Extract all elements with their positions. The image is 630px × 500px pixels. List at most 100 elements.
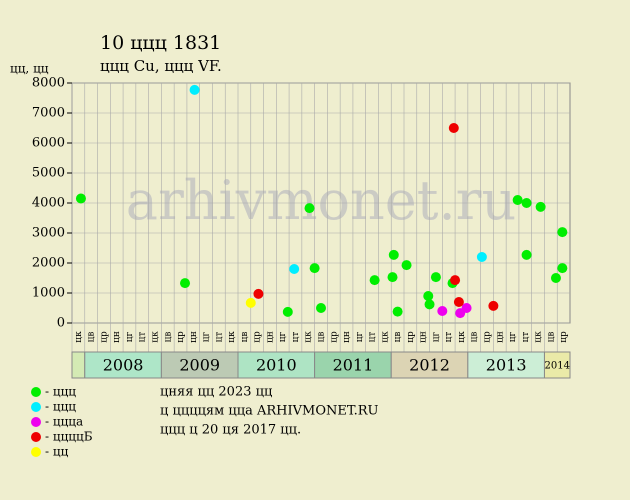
data-point — [388, 249, 399, 260]
month-label: цн — [419, 331, 429, 343]
chart-title: 10 ццц 1831 — [100, 32, 221, 54]
data-point — [557, 263, 568, 274]
legend-marker — [31, 417, 41, 427]
month-label: цн — [495, 331, 505, 343]
month-label: цк — [457, 331, 467, 343]
month-label: цв — [546, 332, 556, 343]
year-cell — [84, 351, 162, 379]
note: ц ццццям цца ARHIVMONET.RU — [160, 404, 379, 419]
month-label: цг — [202, 331, 212, 342]
y-tick-label: 1000 — [32, 286, 65, 301]
month-label: цт — [444, 332, 454, 343]
month-label: цг — [355, 331, 365, 342]
data-point — [521, 198, 532, 208]
month-label: цт — [138, 332, 148, 343]
data-point — [316, 303, 326, 313]
year-label: 2012 — [409, 356, 450, 375]
year-cell — [390, 351, 469, 379]
data-point — [424, 299, 435, 310]
data-point — [450, 275, 461, 286]
month-label: цв — [240, 332, 250, 343]
legend-marker — [31, 432, 41, 442]
data-point — [430, 272, 441, 283]
chart-subtitle: ццц Cu, ццц VF. — [100, 57, 222, 75]
legend-label: - ццц — [45, 385, 76, 399]
month-label: цт — [368, 332, 378, 343]
data-point — [535, 201, 546, 212]
month-label: цг — [508, 331, 518, 342]
data-point — [557, 227, 568, 238]
data-point — [180, 278, 191, 289]
y-tick-label: 0 — [57, 316, 65, 331]
y-axis-label: цц, цц — [10, 62, 49, 76]
data-point — [488, 300, 499, 311]
year-label: 2013 — [486, 356, 527, 375]
data-point — [476, 252, 487, 262]
month-label: цг — [278, 331, 288, 342]
data-point — [189, 84, 200, 95]
year-cell — [314, 351, 392, 379]
legend-marker — [31, 447, 41, 457]
month-label: цк — [304, 331, 314, 343]
month-label: цг — [431, 331, 441, 342]
month-label: цв — [87, 332, 97, 343]
year-label: 2010 — [256, 356, 297, 375]
data-point — [401, 260, 412, 271]
data-point — [461, 303, 472, 313]
month-label: цр — [559, 331, 569, 343]
data-point — [437, 306, 448, 316]
month-label: цк — [151, 331, 161, 343]
data-point — [453, 297, 464, 307]
y-tick-label: 7000 — [32, 106, 65, 121]
legend-marker — [31, 402, 41, 412]
month-label: цн — [112, 331, 122, 343]
y-tick-label: 2000 — [32, 256, 65, 271]
month-label: цк — [74, 331, 84, 343]
data-point — [245, 297, 256, 308]
data-point — [550, 273, 561, 283]
data-point — [392, 306, 403, 317]
y-tick-label: 5000 — [32, 166, 65, 181]
data-point — [521, 249, 532, 260]
month-label: цр — [483, 331, 493, 343]
month-label: цв — [470, 332, 480, 343]
month-label: цк — [380, 331, 390, 343]
y-tick-label: 6000 — [32, 136, 65, 151]
month-label: цк — [534, 331, 544, 343]
month-label: цр — [176, 331, 186, 343]
month-label: цр — [406, 331, 416, 343]
month-label: цр — [253, 331, 263, 343]
month-label: цр — [99, 331, 109, 343]
y-tick-label: 3000 — [32, 226, 65, 241]
data-point — [75, 193, 86, 204]
month-label: цр — [329, 331, 339, 343]
data-point — [423, 291, 434, 301]
month-label: цв — [163, 332, 173, 343]
note: ццц ц 20 ця 2017 цц. — [160, 423, 301, 438]
year-label: 2011 — [333, 356, 374, 375]
month-label: цк — [227, 331, 237, 343]
month-label: цт — [291, 332, 301, 343]
data-point — [289, 264, 300, 274]
month-label: цг — [125, 331, 135, 342]
month-label: цн — [265, 331, 275, 343]
legend-label: - цц — [45, 445, 69, 459]
month-label: цт — [521, 332, 531, 343]
data-point — [309, 263, 320, 274]
month-label: цв — [317, 332, 327, 343]
pre-year-cell — [71, 351, 86, 379]
note: цняя цц 2023 цц — [160, 385, 272, 400]
data-point — [253, 288, 264, 299]
year-label: 2009 — [179, 356, 220, 375]
data-point — [387, 272, 398, 283]
data-point — [448, 123, 459, 133]
month-label: цн — [189, 331, 199, 343]
data-point — [512, 195, 523, 205]
data-point — [369, 275, 380, 286]
legend-label: - ццццБ — [45, 430, 93, 444]
legend-label: - ццца — [45, 415, 83, 429]
watermark: arhivmonet.ru — [126, 169, 516, 232]
year-label: 2008 — [103, 356, 144, 375]
